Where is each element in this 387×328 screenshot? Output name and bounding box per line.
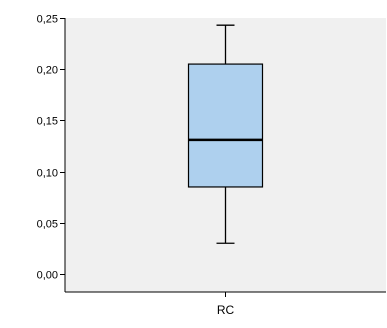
y-tick-label: 0,25 — [37, 14, 58, 26]
boxes — [187, 24, 264, 244]
y-tick-label: 0,20 — [37, 65, 58, 77]
y-axis: 0,00 0,05 0,10 0,15 0,20 0,25 — [37, 14, 66, 292]
y-tick-label: 0,10 — [37, 168, 58, 180]
y-tick-label: 0,05 — [37, 219, 58, 231]
y-tick-label: 0,00 — [37, 270, 58, 282]
x-axis: RC — [65, 291, 386, 317]
x-tick-label: RC — [217, 303, 235, 317]
y-tick-label: 0,15 — [37, 116, 58, 128]
iqr-box — [187, 63, 264, 188]
